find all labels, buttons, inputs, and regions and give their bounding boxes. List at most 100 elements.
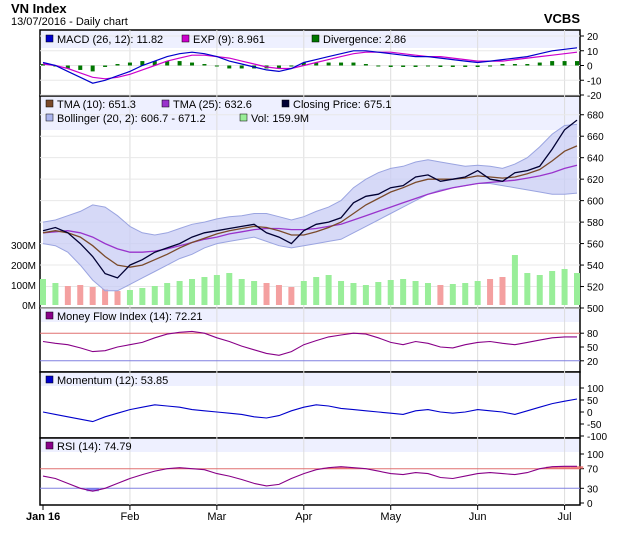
macd-legend-item: Divergence: 2.86 <box>323 34 406 46</box>
rsi-overbought-fill <box>545 466 559 469</box>
divergence-bar <box>301 62 306 66</box>
volume-bar <box>561 269 568 305</box>
volume-bar <box>77 285 84 305</box>
momentum-tick-label: -100 <box>587 432 607 443</box>
divergence-bar <box>177 61 182 66</box>
volume-bar <box>400 279 407 305</box>
volume-bar <box>412 281 419 305</box>
rsi-overbought-fill <box>558 466 571 469</box>
mfi-legend-item: Money Flow Index (14): 72.21 <box>57 311 203 323</box>
volume-bar <box>300 281 307 305</box>
month-label: Mar <box>207 511 226 523</box>
divergence-bar <box>376 65 381 67</box>
volume-bar <box>40 279 46 305</box>
rsi-tick-label: 70 <box>587 465 599 476</box>
volume-bar <box>52 283 59 305</box>
divergence-bar <box>152 61 157 66</box>
divergence-bar <box>165 61 170 66</box>
volume-bar <box>139 288 146 305</box>
month-label: Apr <box>295 511 312 523</box>
volume-bar <box>511 255 518 305</box>
rsi-line <box>42 465 577 492</box>
volume-bar <box>189 279 196 305</box>
chart-subtitle: 13/07/2016 - Daily chart <box>11 16 128 28</box>
legend-band-4 <box>41 439 579 452</box>
divergence-bar <box>450 65 455 67</box>
macd-tick-label: -10 <box>587 76 602 87</box>
volume-bar <box>350 283 357 305</box>
legend-swatch <box>239 113 248 122</box>
volume-bar <box>226 273 233 305</box>
volume-bar <box>275 285 282 305</box>
legend-swatch <box>45 441 54 450</box>
rsi-overbought-fill <box>334 466 348 469</box>
volume-bar <box>387 280 394 305</box>
rsi-tick-label: 30 <box>587 484 599 495</box>
price-tick-label: 680 <box>587 111 604 122</box>
divergence-bar <box>575 61 579 66</box>
volume-bar <box>362 285 369 305</box>
volume-bar <box>238 279 245 305</box>
volume-bar <box>164 283 171 305</box>
volume-bar <box>424 283 431 305</box>
divergence-bar <box>289 65 294 67</box>
volume-bar <box>102 289 109 305</box>
macd-tick-label: 20 <box>587 32 599 43</box>
price-tick-label: 500 <box>587 304 604 315</box>
volume-bar <box>114 291 121 305</box>
legend-swatch <box>45 34 54 43</box>
volume-bar <box>549 271 556 305</box>
volume-bar <box>64 286 71 305</box>
volume-bar <box>375 282 382 305</box>
price-legend-item: TMA (25): 632.6 <box>173 99 252 111</box>
volume-bar <box>288 287 295 305</box>
divergence-bar <box>227 65 232 69</box>
volume-bar <box>325 275 332 305</box>
volume-bar <box>201 277 208 305</box>
divergence-bar <box>512 64 517 66</box>
divergence-bar <box>525 64 530 66</box>
volume-tick-label: 300M <box>11 241 36 252</box>
volume-bar <box>487 279 494 305</box>
divergence-bar <box>475 65 480 67</box>
macd-legend-item: MACD (26, 12): 11.82 <box>57 34 163 46</box>
divergence-bar <box>388 65 393 67</box>
divergence-bar <box>425 65 430 67</box>
divergence-bar <box>90 65 95 72</box>
price-tick-label: 640 <box>587 154 604 165</box>
price-tick-label: 520 <box>587 283 604 294</box>
divergence-bar <box>115 64 120 66</box>
divergence-bar <box>550 61 555 66</box>
price-legend-item: Bollinger (20, 2): 606.7 - 671.2 <box>57 113 206 125</box>
divergence-bar <box>463 65 468 67</box>
volume-bar <box>151 286 158 305</box>
volume-bar <box>89 287 96 305</box>
volume-bar <box>313 277 320 305</box>
divergence-bar <box>413 65 418 67</box>
month-label: Jun <box>469 511 487 523</box>
legend-swatch <box>45 99 54 108</box>
volume-bar <box>474 281 481 305</box>
divergence-bar <box>326 62 331 66</box>
divergence-bar <box>537 62 542 66</box>
divergence-bar <box>190 62 195 66</box>
macd-tick-label: 0 <box>587 62 593 73</box>
momentum-legend-item: Momentum (12): 53.85 <box>57 375 168 387</box>
macd-tick-label: 10 <box>587 47 599 58</box>
volume-bar <box>251 281 258 305</box>
tma25-line <box>42 164 578 253</box>
divergence-bar <box>127 62 132 66</box>
divergence-bar <box>78 65 83 70</box>
rsi-overbought-fill <box>570 466 584 469</box>
legend-band-1 <box>41 97 579 130</box>
closing-price-line <box>42 119 578 279</box>
legend-swatch <box>311 34 320 43</box>
divergence-bar <box>314 62 319 66</box>
volume-bar <box>213 275 220 305</box>
divergence-bar <box>41 64 45 66</box>
legend-swatch <box>45 375 54 384</box>
divergence-bar <box>214 65 219 67</box>
momentum-line <box>42 398 578 423</box>
mfi-line <box>42 330 577 356</box>
divergence-bar <box>202 64 207 66</box>
